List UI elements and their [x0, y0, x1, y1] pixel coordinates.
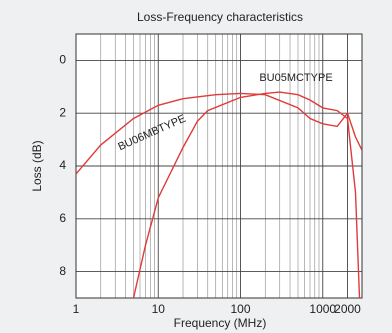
x-tick-label: 1 — [73, 302, 80, 316]
x-tick-label: 100 — [230, 302, 250, 316]
y-tick-label: 4 — [59, 158, 66, 172]
x-tick-label: 2000 — [334, 302, 361, 316]
y-tick-label: 2 — [59, 105, 66, 119]
x-tick-label: 10 — [152, 302, 166, 316]
x-axis-label: Frequency (MHz) — [174, 316, 267, 330]
chart-title: Loss-Frequency characteristics — [137, 10, 303, 24]
plot-frame — [75, 33, 363, 299]
x-tick-label: 1000 — [309, 302, 336, 316]
y-axis-label: Loss (dB) — [30, 140, 44, 191]
y-tick-label: 6 — [59, 211, 66, 225]
y-tick-label: 0 — [59, 53, 66, 67]
series-line — [132, 91, 361, 298]
series-label: BU05MCTYPE — [259, 72, 332, 84]
series-line — [76, 92, 362, 175]
y-tick-label: 8 — [59, 264, 66, 278]
